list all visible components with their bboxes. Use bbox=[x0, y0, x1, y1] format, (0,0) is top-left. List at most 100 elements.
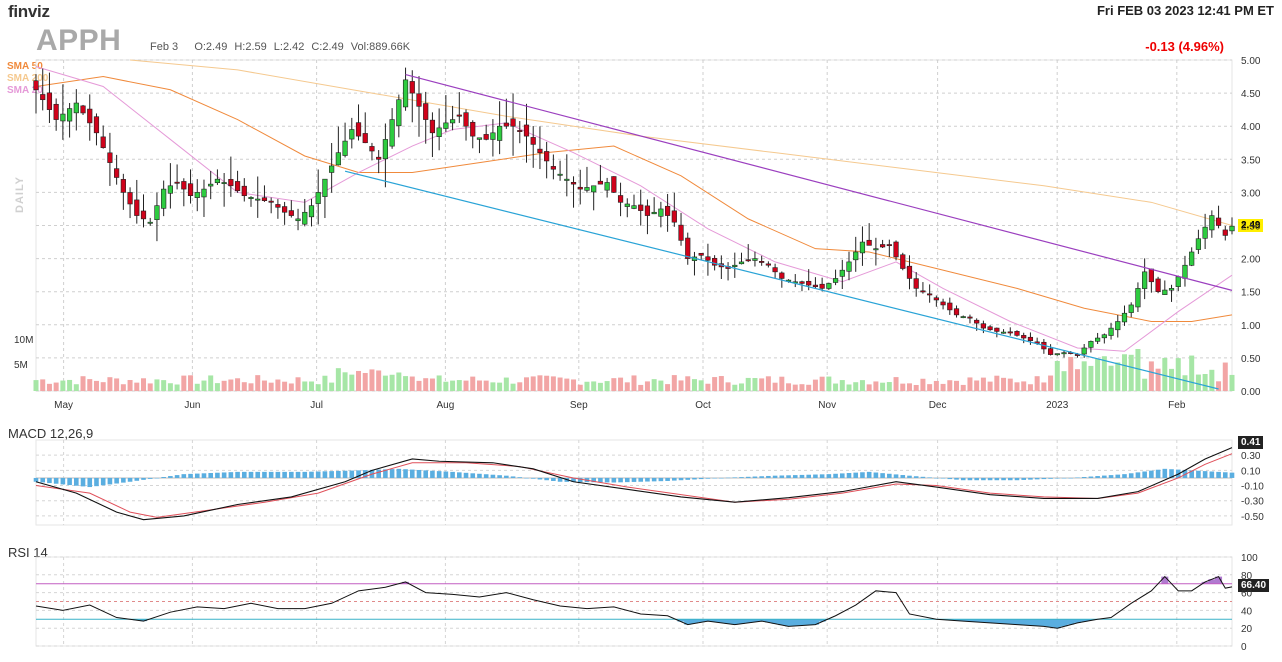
candle-body bbox=[66, 108, 73, 122]
macd-histogram-bar bbox=[645, 477, 650, 482]
low-value: L:2.42 bbox=[273, 41, 305, 53]
macd-histogram-bar bbox=[1061, 477, 1067, 479]
finviz-logo[interactable]: finviz bbox=[8, 2, 50, 21]
candle-body bbox=[73, 102, 79, 114]
volume-bar bbox=[1081, 361, 1087, 391]
volume-bar bbox=[510, 383, 516, 391]
volume-bar bbox=[584, 381, 590, 391]
sma200-line bbox=[130, 59, 1233, 226]
macd-histogram-bar bbox=[833, 473, 838, 478]
volume-bar bbox=[161, 380, 167, 391]
macd-histogram-bar bbox=[409, 469, 415, 478]
candle-body bbox=[960, 316, 966, 319]
macd-histogram-bar bbox=[927, 477, 932, 478]
volume-bar bbox=[302, 381, 308, 391]
macd-histogram-bar bbox=[960, 477, 966, 481]
candle-body bbox=[33, 80, 39, 91]
macd-histogram-bar bbox=[309, 471, 314, 478]
candle-body bbox=[940, 301, 946, 306]
candle-body bbox=[161, 188, 167, 209]
macd-histogram-bar bbox=[739, 477, 744, 478]
macd-tick-label: 0.30 bbox=[1241, 451, 1261, 462]
volume-value: Vol:889.66K bbox=[350, 41, 411, 53]
macd-histogram-bar bbox=[121, 477, 126, 483]
volume-bar bbox=[745, 377, 751, 391]
candle-body bbox=[765, 263, 771, 266]
macd-histogram-bar bbox=[853, 472, 859, 478]
volume-bar bbox=[765, 376, 771, 391]
macd-histogram-bar bbox=[839, 473, 845, 478]
legend-sma50: SMA 50 bbox=[7, 61, 43, 72]
candle-body bbox=[1081, 347, 1087, 355]
candle-body bbox=[134, 199, 140, 216]
candle-body bbox=[799, 281, 805, 284]
candle-body bbox=[698, 252, 704, 256]
candle-body bbox=[1162, 289, 1168, 295]
rsi-tick-label: 80 bbox=[1241, 571, 1253, 582]
x-tick-label: May bbox=[54, 400, 73, 411]
candle-body bbox=[530, 137, 536, 145]
macd-histogram-bar bbox=[322, 471, 328, 478]
volume-bar bbox=[342, 372, 348, 391]
macd-histogram-bar bbox=[60, 477, 66, 485]
candle-body bbox=[812, 284, 819, 288]
macd-histogram-bar bbox=[94, 477, 99, 487]
macd-histogram-bar bbox=[1128, 473, 1134, 478]
price-tick-label: 0.00 bbox=[1241, 387, 1261, 398]
volume-bar bbox=[396, 372, 402, 391]
macd-histogram-bar bbox=[934, 477, 939, 479]
candle-body bbox=[832, 278, 839, 283]
macd-histogram-bar bbox=[376, 469, 381, 478]
candle-body bbox=[382, 139, 388, 160]
volume-bar bbox=[544, 375, 550, 391]
candle-body bbox=[638, 204, 644, 211]
candle-body bbox=[1101, 334, 1107, 339]
volume-bar bbox=[40, 379, 46, 391]
volume-bar bbox=[1175, 358, 1181, 391]
candle-body bbox=[174, 181, 180, 184]
x-tick-label: 2023 bbox=[1046, 400, 1069, 411]
volume-bar bbox=[1162, 357, 1168, 391]
macd-histogram-bar bbox=[692, 477, 697, 480]
candle-body bbox=[1148, 268, 1154, 283]
candle-body bbox=[597, 180, 604, 185]
macd-histogram-bar bbox=[860, 472, 865, 478]
volume-bar bbox=[167, 383, 173, 391]
high-value: H:2.59 bbox=[234, 41, 267, 53]
macd-histogram-bar bbox=[712, 477, 717, 479]
macd-histogram-bar bbox=[826, 474, 832, 478]
rsi-oversold-fill bbox=[133, 619, 1095, 629]
volume-bar bbox=[537, 375, 543, 391]
candle-body bbox=[87, 108, 93, 124]
macd-histogram-bar bbox=[786, 475, 791, 478]
volume-bar bbox=[409, 376, 415, 391]
volume-bar bbox=[1155, 368, 1161, 391]
macd-histogram-bar bbox=[779, 475, 785, 478]
volume-bar bbox=[933, 380, 939, 391]
volume-bar bbox=[913, 384, 919, 391]
price-tick-label: 3.50 bbox=[1241, 155, 1261, 166]
candle-body bbox=[920, 290, 926, 293]
macd-histogram-bar bbox=[846, 473, 852, 478]
volume-bar bbox=[1027, 384, 1033, 391]
candle-body bbox=[389, 119, 395, 147]
volume-bar bbox=[1088, 365, 1094, 391]
volume-bar bbox=[1121, 354, 1127, 391]
x-tick-label: Oct bbox=[695, 400, 711, 411]
candle-body bbox=[933, 297, 939, 301]
macd-histogram-bar bbox=[383, 469, 388, 478]
macd-histogram-bar bbox=[457, 472, 462, 478]
volume-bar bbox=[503, 377, 509, 391]
candle-body bbox=[611, 176, 617, 193]
macd-histogram-bar bbox=[1209, 471, 1215, 478]
volume-bar bbox=[705, 383, 711, 391]
candle-body bbox=[987, 326, 993, 331]
macd-histogram-bar bbox=[362, 470, 368, 478]
volume-bar bbox=[1135, 349, 1141, 391]
candle-body bbox=[893, 241, 899, 258]
candle-body bbox=[705, 256, 711, 261]
macd-tick-label: -0.30 bbox=[1241, 497, 1264, 508]
volume-bar bbox=[886, 382, 892, 391]
volume-bar bbox=[517, 382, 523, 391]
